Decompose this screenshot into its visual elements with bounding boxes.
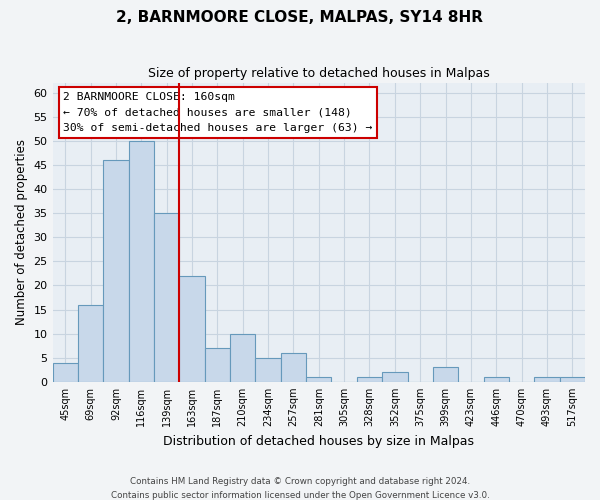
Bar (230, 334, 256, 382)
Bar (306, 377, 331, 382)
Bar (103, 160, 128, 382)
Title: Size of property relative to detached houses in Malpas: Size of property relative to detached ho… (148, 68, 490, 80)
Bar (560, 377, 585, 382)
Bar (281, 353, 306, 382)
Bar (534, 377, 560, 382)
Text: 2 BARNMOORE CLOSE: 160sqm
← 70% of detached houses are smaller (148)
30% of semi: 2 BARNMOORE CLOSE: 160sqm ← 70% of detac… (63, 92, 373, 133)
Bar (128, 141, 154, 382)
Bar (484, 377, 509, 382)
Bar (382, 372, 407, 382)
Bar (154, 213, 179, 382)
Text: Contains HM Land Registry data © Crown copyright and database right 2024.
Contai: Contains HM Land Registry data © Crown c… (110, 478, 490, 500)
Bar (357, 377, 382, 382)
Y-axis label: Number of detached properties: Number of detached properties (15, 140, 28, 326)
Bar (78, 304, 103, 382)
Bar (256, 358, 281, 382)
Bar (205, 348, 230, 382)
Text: 2, BARNMOORE CLOSE, MALPAS, SY14 8HR: 2, BARNMOORE CLOSE, MALPAS, SY14 8HR (116, 10, 484, 25)
Bar (433, 368, 458, 382)
X-axis label: Distribution of detached houses by size in Malpas: Distribution of detached houses by size … (163, 434, 474, 448)
Bar (179, 276, 205, 382)
Bar (53, 362, 78, 382)
